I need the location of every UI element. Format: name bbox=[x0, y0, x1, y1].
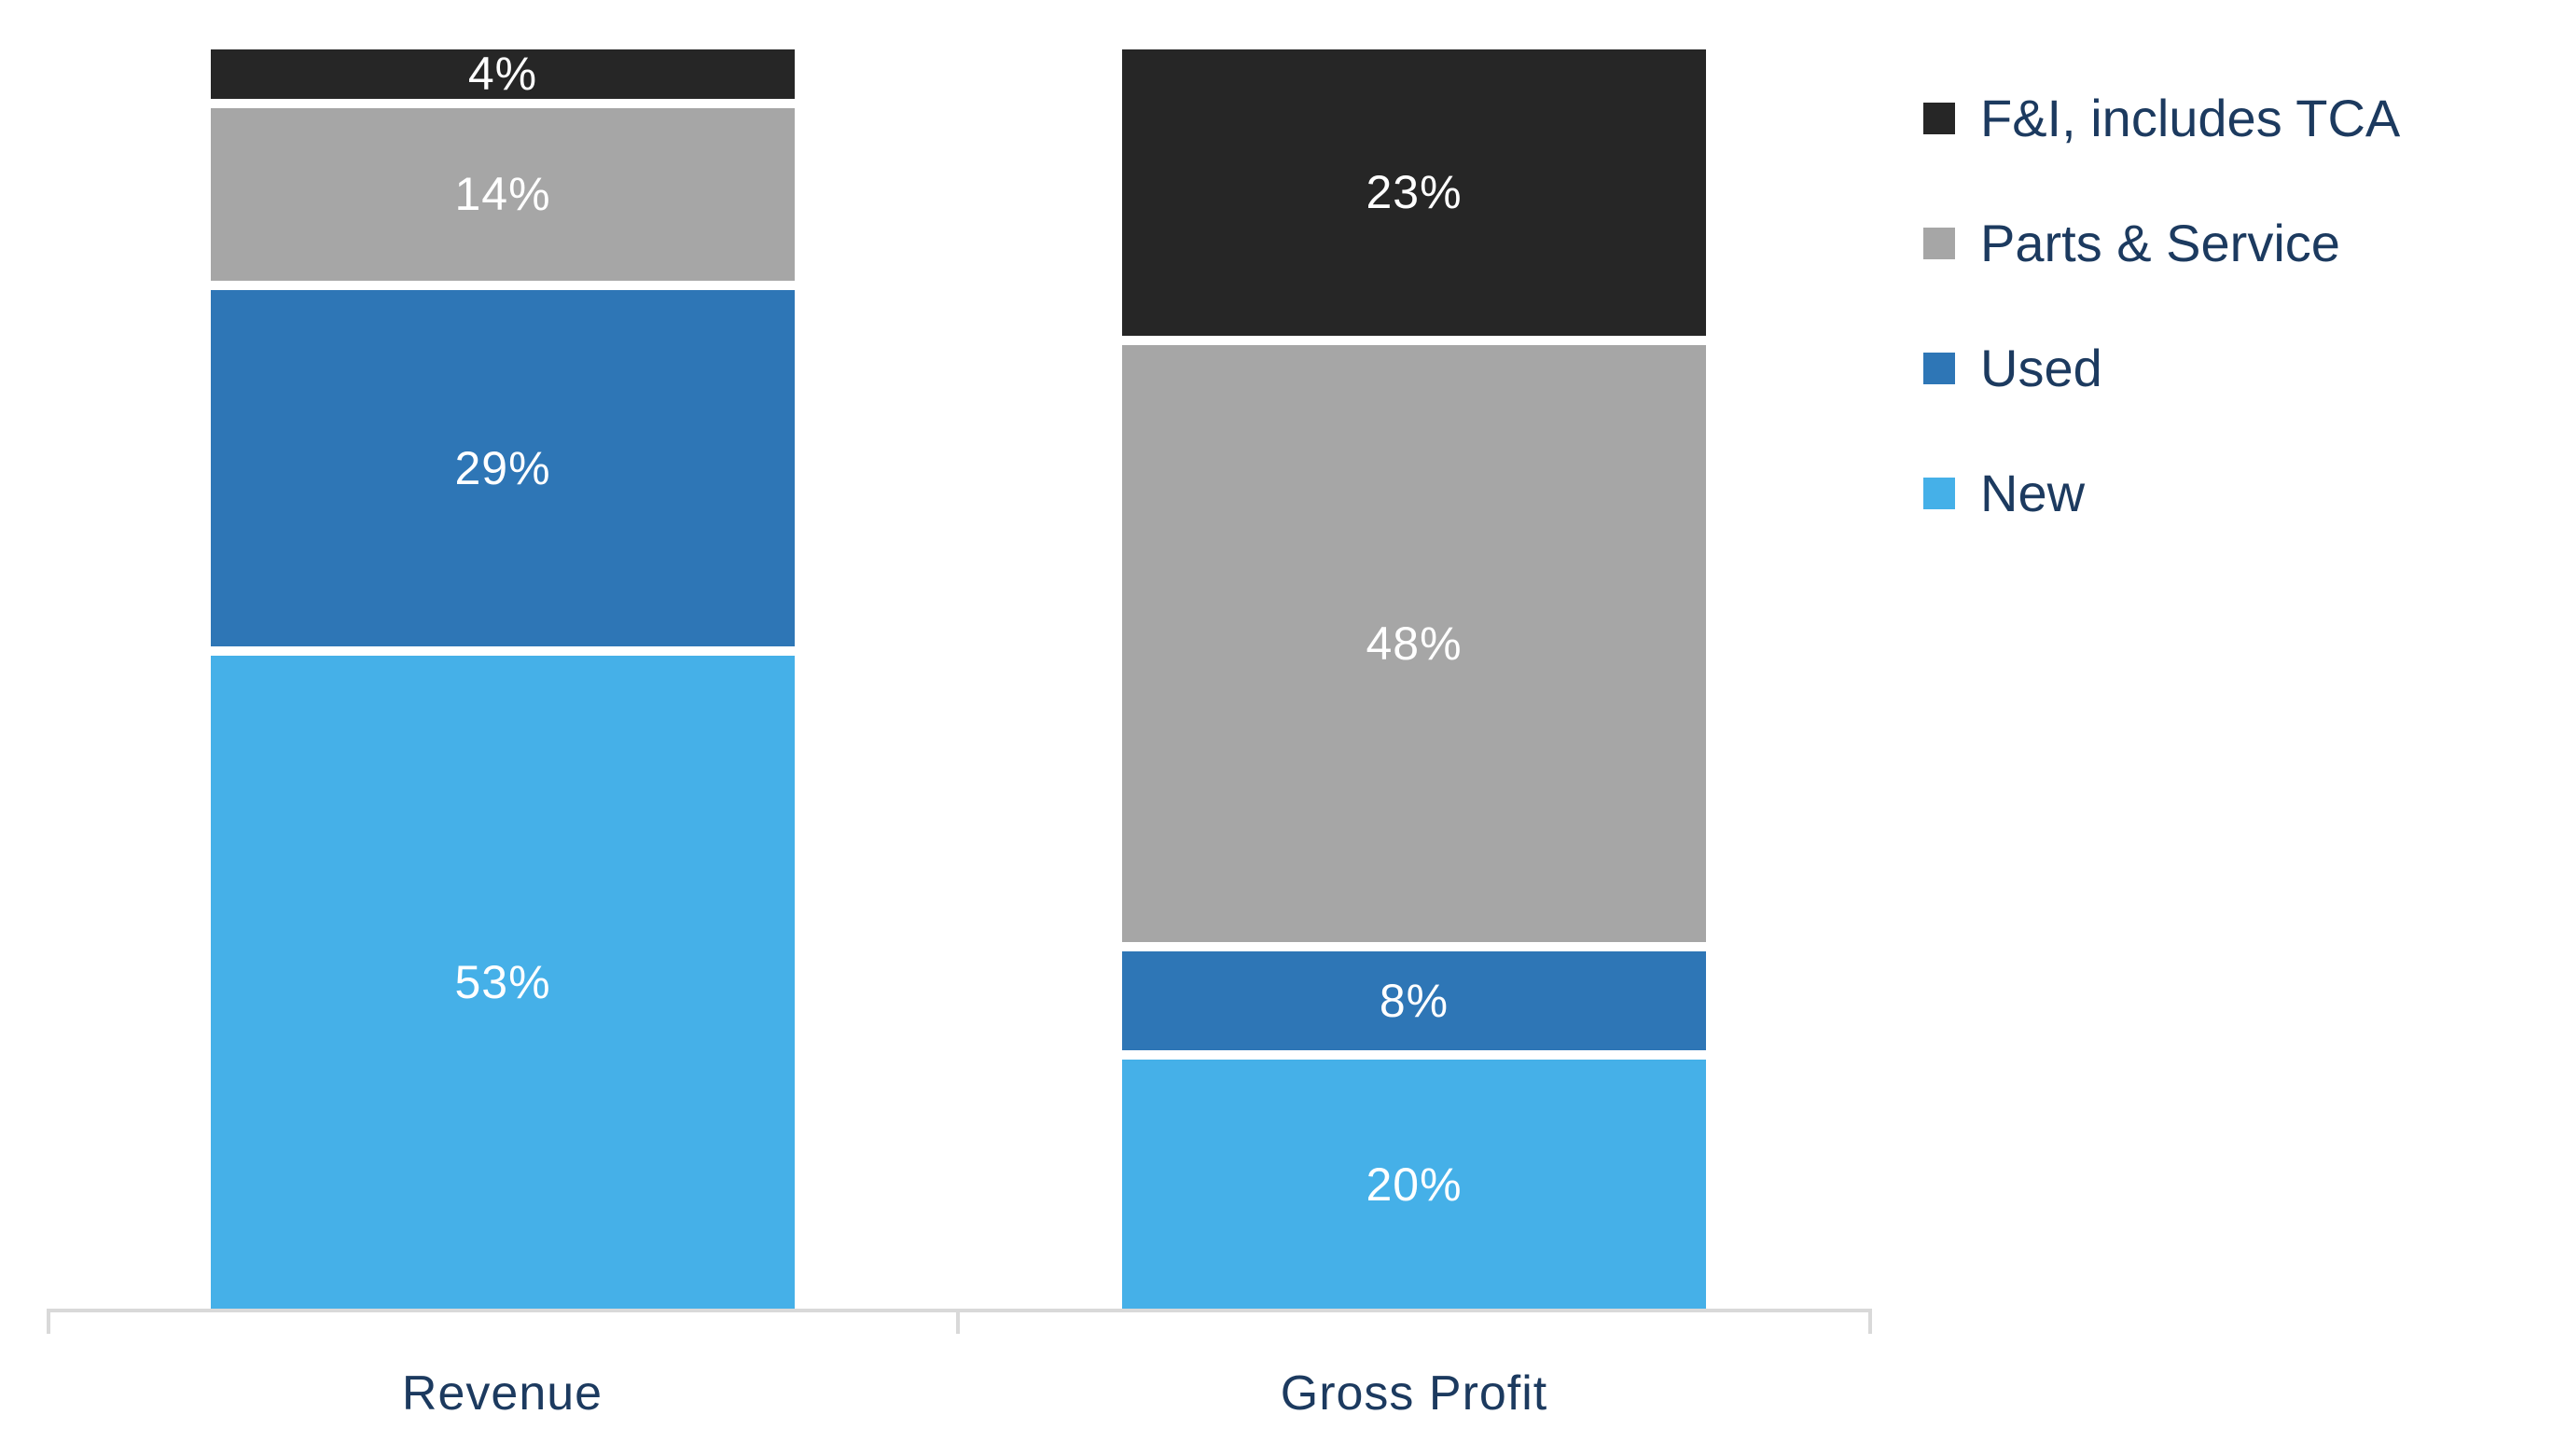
x-axis-label-gross-profit: Gross Profit bbox=[1280, 1366, 1548, 1421]
legend-item-new: New bbox=[1923, 431, 2400, 556]
data-label-parts-service-gross-profit: 48% bbox=[1366, 617, 1463, 670]
segment-used-gross-profit: 8% bbox=[1122, 941, 1706, 1051]
legend-label-used: Used bbox=[1980, 339, 2102, 397]
x-axis-tick bbox=[956, 1309, 960, 1334]
segment-new-revenue: 53% bbox=[211, 646, 795, 1309]
segment-new-gross-profit: 20% bbox=[1122, 1050, 1706, 1310]
legend-swatch-icon-parts-service bbox=[1923, 228, 1955, 259]
data-label-new-gross-profit: 20% bbox=[1366, 1158, 1463, 1211]
segment-used-revenue: 29% bbox=[211, 280, 795, 647]
data-label-f-i-includes-tca-revenue: 4% bbox=[467, 48, 538, 101]
legend-label-new: New bbox=[1980, 464, 2086, 522]
segment-parts-service-gross-profit: 48% bbox=[1122, 335, 1706, 942]
data-label-parts-service-revenue: 14% bbox=[454, 168, 551, 221]
legend-item-f-i-includes-tca: F&I, includes TCA bbox=[1923, 56, 2400, 181]
x-axis-tick bbox=[1868, 1309, 1872, 1334]
data-label-used-gross-profit: 8% bbox=[1379, 975, 1449, 1027]
x-axis-tick bbox=[47, 1309, 50, 1334]
data-label-new-revenue: 53% bbox=[454, 956, 551, 1009]
legend-swatch-icon-new bbox=[1923, 478, 1955, 509]
bar-gross-profit: 23% 48% 8% 20% bbox=[1122, 49, 1706, 1310]
legend-label-f-i-includes-tca: F&I, includes TCA bbox=[1980, 89, 2401, 147]
segment-parts-service-revenue: 14% bbox=[211, 98, 795, 281]
legend-item-parts-service: Parts & Service bbox=[1923, 181, 2400, 306]
bar-revenue: 4% 14% 29% 53% bbox=[211, 49, 795, 1309]
x-axis-label-revenue: Revenue bbox=[401, 1366, 603, 1421]
data-label-f-i-includes-tca-gross-profit: 23% bbox=[1366, 166, 1463, 219]
legend-item-used: Used bbox=[1923, 306, 2400, 431]
legend-label-parts-service: Parts & Service bbox=[1980, 214, 2340, 272]
segment-f-i-includes-tca-revenue: 4% bbox=[211, 49, 795, 99]
data-label-used-revenue: 29% bbox=[454, 441, 551, 494]
legend: F&I, includes TCA Parts & Service Used New bbox=[1923, 56, 2400, 556]
legend-swatch-icon-used bbox=[1923, 353, 1955, 384]
legend-swatch-icon-f-i-includes-tca bbox=[1923, 103, 1955, 134]
segment-f-i-includes-tca-gross-profit: 23% bbox=[1122, 49, 1706, 336]
